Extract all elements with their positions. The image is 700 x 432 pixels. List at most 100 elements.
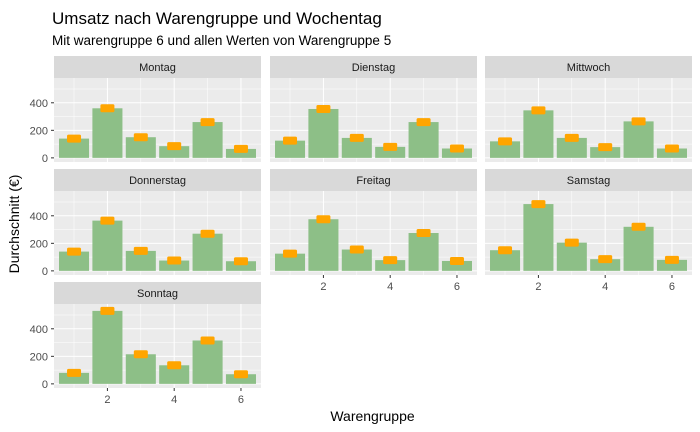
facet-strip bbox=[485, 169, 692, 191]
bar bbox=[408, 122, 439, 158]
x-axis-title: Warengruppe bbox=[330, 408, 415, 424]
mean-point bbox=[200, 118, 215, 127]
bar bbox=[556, 242, 587, 271]
y-tick-label: 200 bbox=[30, 351, 48, 363]
y-tick-label: 400 bbox=[30, 98, 48, 110]
mean-point bbox=[100, 306, 115, 315]
facet-panel: Freitag 2 4 6 bbox=[270, 169, 477, 293]
facet-label: Freitag bbox=[356, 175, 390, 187]
bar bbox=[490, 141, 521, 158]
mean-point bbox=[133, 133, 148, 142]
x-tick-label: 6 bbox=[238, 394, 244, 406]
y-tick-label: 200 bbox=[30, 125, 48, 137]
facet-strip bbox=[54, 169, 261, 191]
bar bbox=[408, 233, 439, 271]
facet-panel: Montag 0 200 400 bbox=[30, 56, 261, 165]
mean-point bbox=[67, 368, 82, 377]
mean-point bbox=[67, 134, 82, 143]
mean-point bbox=[233, 144, 248, 153]
bar bbox=[308, 108, 339, 158]
facet-panel: Samstag 2 4 6 bbox=[485, 169, 692, 293]
bar bbox=[59, 372, 90, 384]
y-tick-label: 400 bbox=[30, 324, 48, 336]
mean-point bbox=[664, 255, 679, 264]
bar bbox=[441, 260, 472, 271]
y-tick-label: 200 bbox=[30, 238, 48, 250]
mean-point bbox=[167, 361, 182, 370]
bar bbox=[375, 260, 406, 271]
facet-panel: Sonntag 0 200 400 2 4 6 bbox=[30, 282, 261, 406]
mean-point bbox=[664, 144, 679, 153]
y-axis-title: Durchschnitt (€) bbox=[6, 175, 22, 274]
bar bbox=[490, 250, 521, 271]
bar bbox=[225, 148, 256, 158]
facet-strip bbox=[54, 56, 261, 78]
bar bbox=[556, 137, 587, 158]
x-tick-label: 6 bbox=[454, 281, 460, 293]
mean-point bbox=[200, 229, 215, 238]
mean-point bbox=[200, 336, 215, 345]
bar bbox=[275, 253, 306, 271]
mean-point bbox=[100, 104, 115, 113]
mean-point bbox=[498, 137, 513, 146]
bar bbox=[159, 365, 190, 384]
bar bbox=[341, 249, 372, 271]
bar bbox=[308, 219, 339, 271]
mean-point bbox=[416, 118, 431, 127]
facet-label: Sonntag bbox=[137, 288, 178, 300]
bar bbox=[590, 259, 621, 271]
bar bbox=[125, 354, 156, 384]
mean-point bbox=[449, 256, 464, 265]
bar bbox=[523, 110, 554, 158]
facet-strip bbox=[54, 282, 261, 304]
mean-point bbox=[133, 246, 148, 255]
bar bbox=[92, 220, 123, 271]
facet-strip bbox=[485, 56, 692, 78]
mean-point bbox=[233, 370, 248, 379]
bar bbox=[192, 233, 223, 271]
bar bbox=[125, 137, 156, 158]
chart-subtitle: Mit warengruppe 6 und allen Werten von W… bbox=[52, 33, 391, 48]
mean-point bbox=[349, 133, 364, 142]
mean-point bbox=[349, 245, 364, 254]
bar bbox=[623, 226, 654, 271]
bar bbox=[92, 108, 123, 158]
bar bbox=[192, 122, 223, 158]
bar bbox=[225, 374, 256, 384]
bar bbox=[159, 146, 190, 158]
mean-point bbox=[283, 249, 298, 258]
bar bbox=[159, 260, 190, 271]
facet-label: Samstag bbox=[567, 175, 610, 187]
mean-point bbox=[498, 246, 513, 255]
bar bbox=[59, 251, 90, 271]
x-tick-label: 4 bbox=[387, 281, 393, 293]
mean-point bbox=[564, 133, 579, 142]
mean-point bbox=[531, 200, 546, 209]
bar bbox=[375, 146, 406, 158]
mean-point bbox=[167, 256, 182, 265]
facet-strip bbox=[270, 169, 477, 191]
facet-strip bbox=[270, 56, 477, 78]
mean-point bbox=[631, 222, 646, 231]
mean-point bbox=[564, 238, 579, 247]
mean-point bbox=[316, 215, 331, 224]
bar bbox=[341, 137, 372, 158]
mean-point bbox=[598, 143, 613, 152]
y-tick-label: 400 bbox=[30, 211, 48, 223]
y-tick-label: 0 bbox=[42, 266, 48, 278]
y-tick-label: 0 bbox=[42, 379, 48, 391]
facet-label: Mittwoch bbox=[567, 62, 610, 74]
bar bbox=[656, 148, 687, 158]
x-tick-label: 2 bbox=[320, 281, 326, 293]
bar bbox=[623, 121, 654, 158]
bar bbox=[192, 340, 223, 384]
facet-label: Montag bbox=[139, 62, 176, 74]
mean-point bbox=[383, 142, 398, 151]
facet-panel: Mittwoch bbox=[485, 56, 692, 162]
facets: Montag 0 200 400 Dienstag Mittwoch Donnerstag 0… bbox=[30, 56, 692, 406]
bar bbox=[441, 148, 472, 158]
bar bbox=[225, 261, 256, 271]
x-tick-label: 4 bbox=[602, 281, 608, 293]
mean-point bbox=[598, 255, 613, 264]
x-tick-label: 2 bbox=[535, 281, 541, 293]
